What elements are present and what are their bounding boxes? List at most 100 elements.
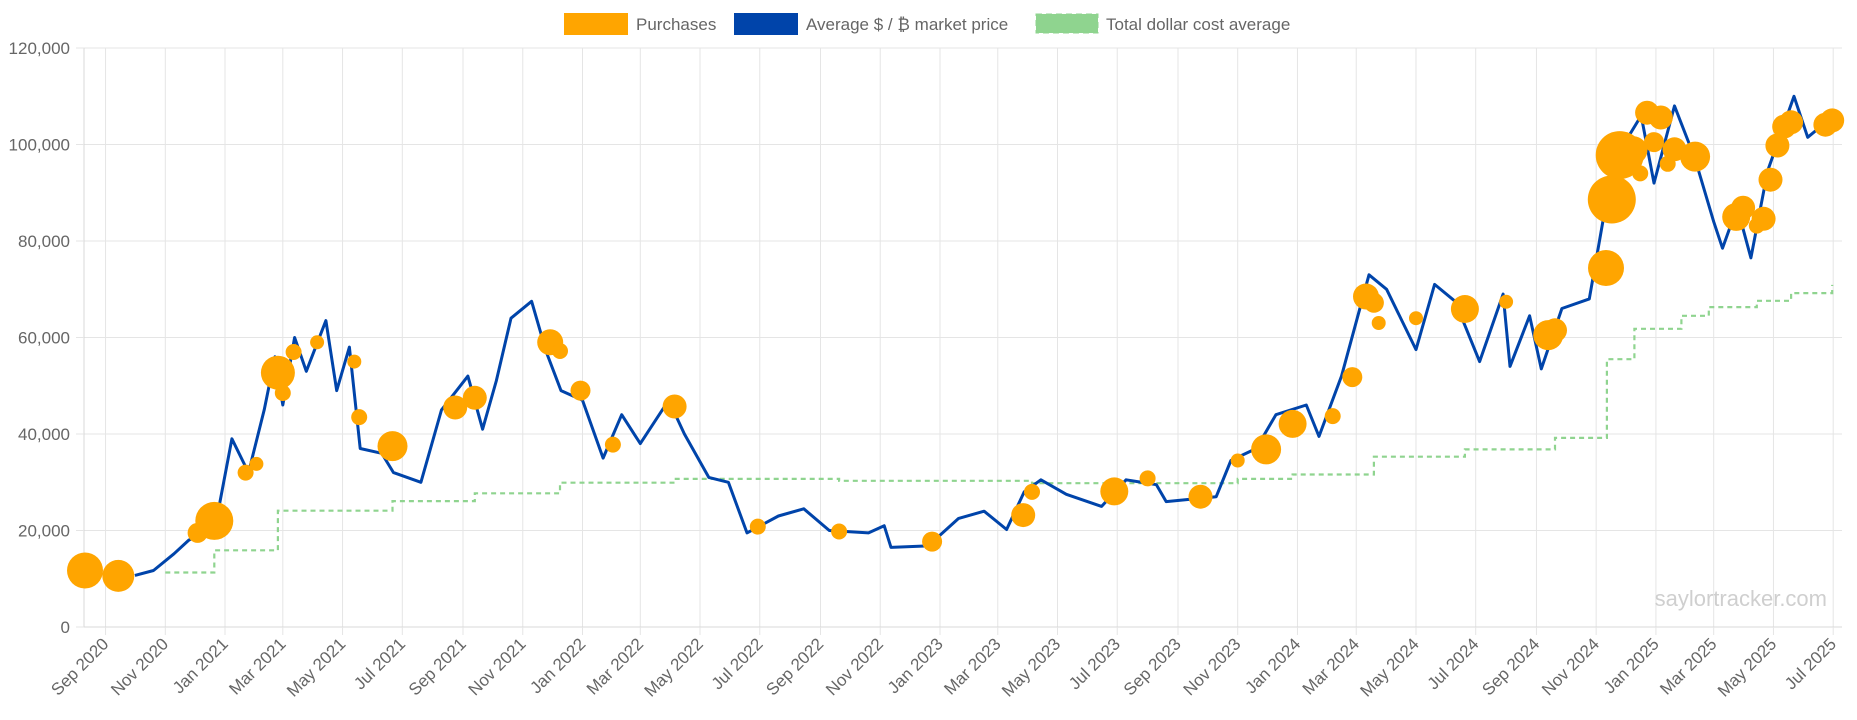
purchase-bubble[interactable]	[1758, 167, 1783, 192]
x-tick-label: Jul 2023	[1065, 634, 1124, 693]
purchase-bubble[interactable]	[1779, 110, 1804, 135]
purchase-bubble[interactable]	[1324, 408, 1341, 425]
x-tick-label: Sep 2024	[1478, 634, 1543, 699]
x-tick-label: Jul 2025	[1781, 634, 1840, 693]
x-tick-label: May 2025	[1714, 634, 1780, 700]
x-tick-label: May 2021	[283, 634, 349, 700]
y-tick-label: 80,000	[18, 232, 70, 251]
x-tick-label: Sep 2023	[1120, 634, 1185, 699]
x-tick-label: Mar 2022	[583, 634, 647, 698]
x-tick-label: May 2024	[1357, 634, 1423, 700]
purchase-bubble[interactable]	[604, 436, 621, 453]
purchase-bubble[interactable]	[1751, 206, 1776, 231]
grid	[83, 47, 1842, 628]
purchase-bubble[interactable]	[1100, 477, 1129, 506]
purchase-bubble[interactable]	[347, 354, 362, 369]
y-tick-label: 40,000	[18, 425, 70, 444]
x-tick-label: Jan 2021	[169, 634, 232, 697]
x-tick-label: Jan 2024	[1241, 634, 1304, 697]
purchase-bubble[interactable]	[662, 394, 687, 419]
legend: Purchases Average $ / ₿ market price Tot…	[564, 13, 1290, 35]
purchase-bubble[interactable]	[1342, 367, 1363, 388]
x-tick-label: Mar 2025	[1656, 634, 1720, 698]
purchase-bubble[interactable]	[1278, 409, 1307, 438]
purchase-bubble[interactable]	[1765, 133, 1790, 158]
purchase-bubble[interactable]	[1450, 295, 1479, 323]
purchase-bubble[interactable]	[1409, 311, 1423, 326]
x-tick-label: Sep 2020	[47, 634, 112, 699]
y-tick-label: 100,000	[9, 136, 70, 155]
legend-swatch-dollar-cost-average[interactable]	[1035, 13, 1099, 34]
purchase-bubble[interactable]	[310, 335, 325, 350]
purchase-bubble[interactable]	[922, 531, 943, 552]
x-tick-label: Jul 2024	[1424, 634, 1483, 693]
x-tick-label: Sep 2022	[762, 634, 827, 699]
purchase-bubble[interactable]	[831, 523, 848, 540]
purchase-bubble[interactable]	[1731, 195, 1756, 220]
purchase-bubble[interactable]	[1011, 503, 1036, 528]
purchase-bubble[interactable]	[1363, 292, 1384, 313]
purchase-bubble[interactable]	[1588, 250, 1624, 286]
purchase-bubble[interactable]	[1644, 132, 1664, 153]
purchase-bubble[interactable]	[260, 355, 295, 390]
y-tick-label: 60,000	[18, 329, 70, 348]
x-tick-label: Mar 2023	[940, 634, 1004, 698]
x-tick-label: May 2022	[641, 634, 707, 700]
purchase-bubble[interactable]	[249, 456, 264, 471]
purchase-bubble[interactable]	[1230, 453, 1245, 468]
purchase-bubble[interactable]	[1251, 434, 1282, 465]
purchase-bubble[interactable]	[1619, 136, 1648, 165]
x-tick-label: Nov 2020	[107, 634, 172, 699]
purchase-bubble[interactable]	[1632, 165, 1649, 182]
purchase-bubble[interactable]	[1139, 470, 1156, 487]
x-tick-label: Mar 2024	[1299, 634, 1363, 698]
dca-layer	[165, 284, 1834, 574]
legend-swatch-purchases[interactable]	[564, 13, 628, 35]
legend-swatch-market-price[interactable]	[734, 13, 798, 35]
y-axis: 0 20,000 40,000 60,000 80,000 100,000 120,000	[9, 39, 84, 637]
x-tick-label: Jul 2022	[708, 634, 767, 693]
purchase-bubble[interactable]	[67, 552, 103, 589]
y-tick-label: 20,000	[18, 522, 70, 541]
purchase-bubble[interactable]	[1587, 175, 1636, 224]
purchase-bubble[interactable]	[237, 464, 254, 481]
legend-label-market-price[interactable]: Average $ / ₿ market price	[806, 15, 1008, 34]
purchase-bubble[interactable]	[1024, 483, 1040, 500]
y-tick-label: 120,000	[9, 39, 70, 58]
purchase-bubble[interactable]	[552, 343, 568, 359]
purchase-bubble[interactable]	[1499, 294, 1514, 309]
x-tick-label: Jan 2025	[1600, 634, 1663, 697]
x-tick-label: Jan 2023	[884, 634, 947, 697]
x-tick-label: Nov 2024	[1538, 634, 1603, 699]
x-tick-label: Nov 2022	[822, 634, 887, 699]
x-tick-label: Jan 2022	[526, 634, 589, 697]
x-tick-label: May 2023	[998, 634, 1064, 700]
price-layer	[134, 94, 1834, 577]
series-line-dollar-cost-average	[165, 284, 1834, 574]
purchase-bubble[interactable]	[195, 501, 234, 540]
purchase-bubble[interactable]	[1543, 318, 1567, 343]
purchase-bubble[interactable]	[1371, 316, 1386, 330]
purchase-bubble[interactable]	[443, 395, 468, 420]
x-tick-label: Jul 2021	[350, 634, 409, 693]
purchase-bubble[interactable]	[1188, 484, 1213, 509]
purchase-bubble[interactable]	[377, 431, 408, 462]
purchase-bubble[interactable]	[351, 409, 368, 426]
purchase-bubble[interactable]	[1680, 141, 1711, 172]
purchase-bubble[interactable]	[1820, 108, 1845, 133]
purchase-bubble[interactable]	[570, 380, 591, 401]
purchase-bubble[interactable]	[462, 385, 487, 410]
purchase-bubble[interactable]	[1648, 105, 1673, 130]
purchase-bubble[interactable]	[274, 385, 291, 401]
x-tick-label: Nov 2023	[1180, 634, 1245, 699]
x-tick-label: Nov 2021	[465, 634, 530, 699]
watermark: saylortracker.com	[1655, 586, 1827, 611]
purchase-bubble[interactable]	[102, 559, 135, 592]
legend-label-dollar-cost-average[interactable]: Total dollar cost average	[1106, 15, 1290, 34]
legend-label-purchases[interactable]: Purchases	[636, 15, 716, 34]
purchase-bubble[interactable]	[285, 344, 302, 360]
purchase-bubble[interactable]	[749, 518, 766, 535]
x-tick-label: Sep 2021	[405, 634, 470, 699]
